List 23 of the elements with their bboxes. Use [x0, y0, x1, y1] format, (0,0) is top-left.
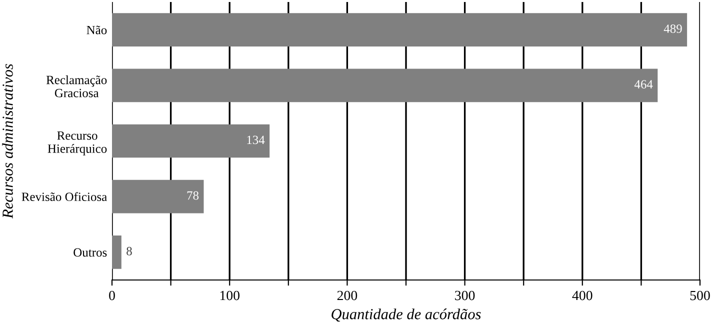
x-tick-label: 100 — [220, 290, 240, 300]
x-tick-label: 0 — [109, 290, 115, 300]
y-tick-label: Revisão Oficiosa — [22, 192, 107, 202]
x-tick-label: 200 — [337, 290, 358, 300]
x-tick-label: 400 — [572, 290, 592, 300]
bar — [112, 124, 270, 158]
data-label: 134 — [247, 136, 265, 144]
y-tick-label: Não — [86, 26, 107, 34]
y-tick-label: Reclamação Graciosa — [46, 75, 107, 98]
data-label: 489 — [664, 24, 682, 33]
y-tick-label: Recurso Hierárquico — [48, 131, 107, 156]
y-tick-label: Outros — [74, 248, 107, 257]
data-label: 78 — [187, 191, 199, 200]
bar — [112, 236, 122, 269]
x-tick-label: 300 — [455, 290, 475, 300]
bar — [112, 13, 688, 46]
x-axis-title: Quantidade de acórdãos — [332, 308, 481, 322]
bar — [112, 180, 204, 214]
data-label: 464 — [634, 80, 653, 89]
data-label: 8 — [126, 246, 132, 256]
bar — [112, 68, 658, 102]
x-tick-label: 500 — [690, 290, 710, 300]
y-axis-title: Recursos administrativos — [2, 64, 13, 219]
